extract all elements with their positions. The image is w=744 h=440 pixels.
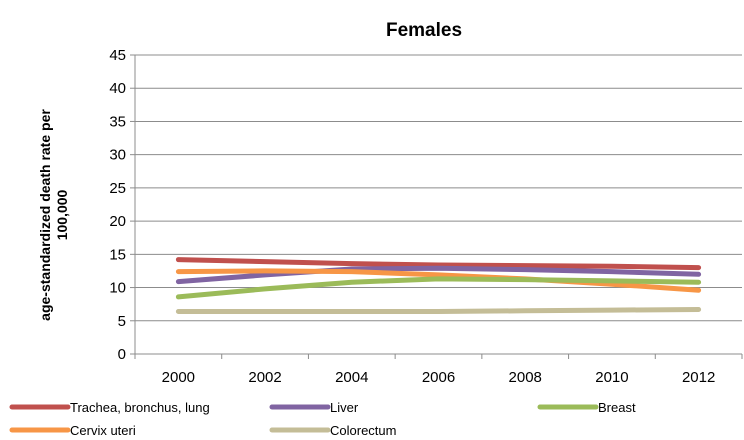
gridlines bbox=[135, 54, 742, 322]
legend-item-breast: Breast bbox=[537, 400, 636, 415]
series-line-cervix-uteri bbox=[175, 268, 702, 293]
y-tick-label: 30 bbox=[109, 147, 126, 164]
chart-title: Females bbox=[386, 20, 462, 41]
y-tick-label: 0 bbox=[118, 346, 126, 363]
legend: Trachea, bronchus, lung Liver Breast Cervix… bbox=[9, 400, 636, 438]
x-tick-label: 2000 bbox=[162, 369, 195, 386]
legend-label: Breast bbox=[598, 400, 636, 415]
legend-item-liver: Liver bbox=[269, 400, 359, 415]
x-tick-labels: 2000 2002 2004 2006 2008 2010 2012 bbox=[134, 354, 743, 386]
legend-label: Trachea, bronchus, lung bbox=[70, 400, 210, 415]
series-lines bbox=[175, 257, 702, 314]
y-axis-label: age-standardized death rate per 100,000 bbox=[37, 109, 70, 321]
y-axis-label-line-1: age-standardized death rate per bbox=[37, 109, 53, 321]
y-tick-label: 40 bbox=[109, 80, 126, 97]
x-tick-label: 2006 bbox=[422, 369, 455, 386]
legend-item-cervix-uteri: Cervix uteri bbox=[9, 423, 136, 438]
legend-item-trachea-bronchus-lung: Trachea, bronchus, lung bbox=[9, 400, 210, 415]
series-line-colorectum bbox=[175, 307, 702, 314]
legend-label: Colorectum bbox=[330, 423, 396, 438]
y-tick-labels: 0 5 10 15 20 25 30 35 40 45 bbox=[109, 47, 135, 363]
y-tick-label: 25 bbox=[109, 180, 126, 197]
y-tick-label: 10 bbox=[109, 280, 126, 297]
series-line-trachea-bronchus-lung bbox=[175, 257, 702, 271]
y-tick-label: 45 bbox=[109, 47, 126, 64]
legend-item-colorectum: Colorectum bbox=[269, 423, 396, 438]
x-tick-label: 2012 bbox=[682, 369, 715, 386]
x-tick-label: 2010 bbox=[595, 369, 628, 386]
legend-label: Cervix uteri bbox=[70, 423, 136, 438]
x-tick-label: 2008 bbox=[509, 369, 542, 386]
y-axis-label-line-2: 100,000 bbox=[54, 189, 70, 240]
series-line-breast bbox=[175, 276, 702, 300]
legend-label: Liver bbox=[330, 400, 359, 415]
series-line-liver bbox=[175, 265, 702, 285]
y-tick-label: 20 bbox=[109, 213, 126, 230]
axes bbox=[134, 55, 742, 355]
y-tick-label: 15 bbox=[109, 246, 126, 263]
y-tick-label: 5 bbox=[118, 313, 126, 330]
y-tick-label: 35 bbox=[109, 113, 126, 130]
x-tick-label: 2002 bbox=[248, 369, 281, 386]
x-tick-label: 2004 bbox=[335, 369, 368, 386]
